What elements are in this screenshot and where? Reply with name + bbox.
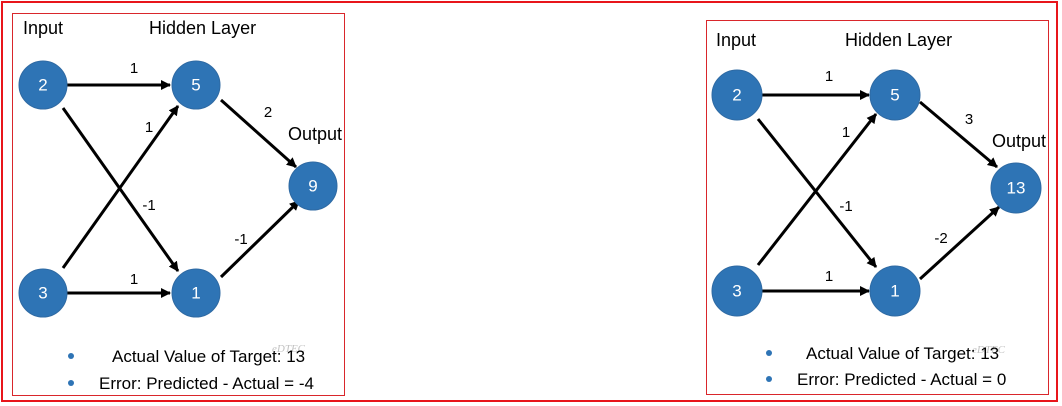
- network-diagram-after: Input Hidden Layer Output 1 -1 1 1 3 -2 …: [706, 20, 1049, 395]
- output-node-value: 9: [308, 177, 317, 196]
- edge-h1-out: [919, 100, 998, 169]
- edge-h2-out: [918, 205, 1001, 281]
- hidden-node-1: [171, 60, 221, 110]
- weight-in1-h2: -1: [142, 197, 155, 214]
- input-node-2: [711, 265, 763, 317]
- input-node-2-value: 3: [732, 282, 741, 301]
- bullet-1-dot: [68, 353, 74, 359]
- bullet-2-dot: [68, 380, 74, 386]
- hidden-node-1: [869, 69, 921, 121]
- bullet-actual-target: Actual Value of Target: 13: [112, 347, 305, 366]
- hidden-node-1-value: 5: [191, 76, 200, 95]
- edge-h2-out: [219, 199, 301, 279]
- weight-in2-h1: 1: [842, 124, 850, 141]
- edge-h1-out: [220, 98, 297, 169]
- hidden-layer-header: Hidden Layer: [845, 30, 952, 50]
- bullet-2-dot: [766, 376, 772, 382]
- input-node-1-value: 2: [38, 76, 47, 95]
- input-node-2-value: 3: [38, 284, 47, 303]
- bullet-error: Error: Predicted - Actual = -4: [99, 374, 314, 393]
- weight-in1-h2: -1: [839, 198, 852, 215]
- input-header: Input: [716, 30, 756, 50]
- hidden-node-2-value: 1: [890, 282, 899, 301]
- weight-h2-out: -2: [934, 230, 947, 247]
- network-svg-after: Input Hidden Layer Output 1 -1 1 1 3 -2 …: [711, 30, 1046, 389]
- input-header: Input: [23, 18, 63, 38]
- input-node-1: [711, 69, 763, 121]
- hidden-node-2: [869, 265, 921, 317]
- output-header: Output: [288, 124, 342, 144]
- network-svg-before: Input Hidden Layer Output 1 -1 1 1 2 -1 …: [18, 18, 342, 393]
- weight-in1-h1: 1: [130, 60, 138, 77]
- hidden-node-2: [171, 268, 221, 318]
- hidden-layer-header: Hidden Layer: [149, 18, 256, 38]
- bullet-1-dot: [766, 350, 772, 356]
- bullet-error: Error: Predicted - Actual = 0: [797, 370, 1006, 389]
- bullet-actual-target: Actual Value of Target: 13: [806, 344, 999, 363]
- hidden-node-2-value: 1: [191, 284, 200, 303]
- weight-in2-h1: 1: [145, 119, 153, 136]
- edge-in1-h2: [756, 118, 878, 268]
- output-header: Output: [992, 131, 1046, 151]
- network-diagram-before: Input Hidden Layer Output 1 -1 1 1 2 -1 …: [12, 13, 345, 396]
- weight-h2-out: -1: [234, 231, 247, 248]
- weight-h1-out: 2: [264, 104, 272, 121]
- weight-in2-h2: 1: [825, 268, 833, 285]
- edge-in2-h1: [61, 105, 180, 269]
- output-node: [990, 162, 1042, 214]
- hidden-node-1-value: 5: [890, 86, 899, 105]
- output-node: [288, 161, 338, 211]
- watermark: eDTEC: [272, 343, 306, 355]
- output-node-value: 13: [1007, 179, 1026, 198]
- weight-in1-h1: 1: [825, 68, 833, 85]
- weight-in2-h2: 1: [130, 271, 138, 288]
- input-node-1-value: 2: [732, 86, 741, 105]
- weight-h1-out: 3: [965, 111, 973, 128]
- input-node-1: [18, 60, 68, 110]
- edge-in2-h1: [756, 113, 878, 266]
- watermark: eDTEC: [972, 344, 1006, 356]
- input-node-2: [18, 268, 68, 318]
